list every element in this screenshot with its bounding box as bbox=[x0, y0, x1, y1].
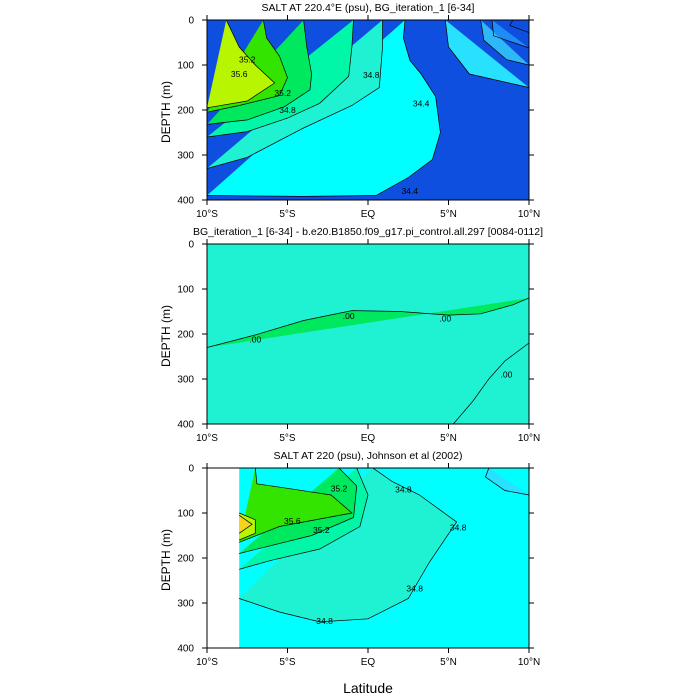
panel-1-contour-line-2 bbox=[480, 20, 529, 66]
panel-3-contour-label-0: 35.2 bbox=[331, 483, 348, 493]
panel-1: SALT AT 220.4°E (psu), BG_iteration_1 [6… bbox=[159, 2, 540, 220]
panel-3-x-tick-label: 5°N bbox=[440, 657, 457, 668]
panel-3-x-tick-label: 10°N bbox=[518, 657, 540, 668]
panel-2-contour-fill-0 bbox=[207, 298, 529, 348]
panel-3-x-tick-label: 10°S bbox=[196, 657, 218, 668]
panel-1-contour-line-0 bbox=[509, 20, 529, 33]
panel-3-y-tick-label: 200 bbox=[177, 554, 194, 565]
panel-2-y-tick-label: 0 bbox=[188, 240, 194, 251]
panel-1-x-tick-label: 10°N bbox=[518, 209, 540, 220]
panel-2-contour-label-3: .00 bbox=[501, 370, 513, 380]
panel-2-contour-fill-1 bbox=[453, 343, 529, 424]
panel-2-contour-label-2: .00 bbox=[439, 313, 451, 323]
panel-1-contour-label-5: 34.4 bbox=[413, 98, 430, 108]
panel-1-contour-fill-0 bbox=[509, 20, 529, 33]
panel-1-contour-line-1 bbox=[491, 20, 529, 49]
panel-2-y-tick-label: 300 bbox=[177, 375, 194, 386]
panel-1-contour-line-3 bbox=[444, 20, 529, 88]
panel-1-x-tick-label: 5°S bbox=[279, 209, 296, 220]
panel-3-contour-fill-5 bbox=[239, 515, 253, 534]
panel-1-contour-line-8 bbox=[207, 20, 288, 113]
panel-2-x-tick-label: 10°N bbox=[518, 433, 540, 444]
panel-1-contour-line-9 bbox=[207, 20, 276, 109]
panel-1-x-tick-label: 10°S bbox=[196, 209, 218, 220]
panel-3-y-axis-label: DEPTH (m) bbox=[159, 529, 173, 591]
panel-3-contour-label-1: 35.6 bbox=[284, 516, 301, 526]
panel-2-plot: .00 .00 .00 .00 10°S 5°S EQ 5°N 10°N 0 100 200 300 40… bbox=[177, 239, 540, 444]
panel-3-contour-line-6 bbox=[485, 468, 529, 496]
panel-1-y-tick-label: 200 bbox=[177, 106, 194, 117]
panel-3-x-tick-label: EQ bbox=[361, 657, 376, 668]
panel-3-contour-line-3 bbox=[239, 468, 353, 543]
panel-1-contour-label-3: 34.8 bbox=[279, 105, 296, 115]
x-axis-label: Latitude bbox=[343, 680, 393, 696]
panel-2-y-tick-label: 200 bbox=[177, 330, 194, 341]
panel-3-plot: 35.2 35.6 35.2 34.8 34.8 34.8 34.8 10°S 5°S EQ 5°N… bbox=[177, 463, 540, 668]
panel-1-contour-fill-1 bbox=[492, 20, 529, 48]
panel-1-contour-label-2: 35.2 bbox=[274, 88, 291, 98]
panel-1-y-tick-label: 400 bbox=[177, 196, 194, 207]
panel-3-y-tick-label: 400 bbox=[177, 644, 194, 655]
panel-1-title: SALT AT 220.4°E (psu), BG_iteration_1 [6… bbox=[262, 2, 475, 14]
panel-2-contour-label-1: .00 bbox=[343, 311, 355, 321]
panel-1-contour-fill-3 bbox=[445, 20, 529, 88]
panel-3-contour-label-6: 34.8 bbox=[316, 616, 333, 626]
panel-1-contour-label-1: 35.6 bbox=[231, 69, 248, 79]
panel-3-contour-label-3: 34.8 bbox=[395, 485, 412, 495]
panel-2-x-tick-label: 5°N bbox=[440, 433, 457, 444]
panel-2: BG_iteration_1 [6-34] - b.e20.B1850.f09_… bbox=[159, 226, 543, 444]
panel-1-contour-label-0: 35.2 bbox=[239, 55, 256, 65]
panel-2-x-tick-label: EQ bbox=[361, 433, 376, 444]
panel-2-contour-line-1 bbox=[453, 342, 529, 424]
panel-3-x-tick-label: 5°S bbox=[279, 657, 296, 668]
panel-1-x-tick-label: 5°N bbox=[440, 209, 457, 220]
panel-1-contour-line-6 bbox=[207, 20, 354, 138]
panel-1-x-tick-label: EQ bbox=[361, 209, 376, 220]
panel-1-contour-line-7 bbox=[207, 20, 312, 125]
panel-1-contour-line-4 bbox=[207, 20, 441, 197]
panel-3-contour-line-0 bbox=[239, 468, 458, 623]
panel-3: SALT AT 220 (psu), Johnson et al (2002) … bbox=[159, 450, 540, 668]
panel-1-contour-label-6: 34.4 bbox=[402, 186, 419, 196]
panel-2-title: BG_iteration_1 [6-34] - b.e20.B1850.f09_… bbox=[193, 226, 543, 238]
panel-1-contour-fill-9 bbox=[207, 20, 275, 108]
panel-1-y-tick-label: 300 bbox=[177, 151, 194, 162]
panel-3-contour-label-2: 35.2 bbox=[313, 525, 330, 535]
panel-3-contour-label-5: 34.8 bbox=[406, 584, 423, 594]
panel-3-contour-line-4 bbox=[239, 512, 256, 541]
panel-3-no-data-mask bbox=[207, 468, 240, 648]
panel-2-y-tick-label: 400 bbox=[177, 420, 194, 431]
panel-1-contour-fill-2 bbox=[480, 20, 529, 65]
panel-3-y-tick-label: 300 bbox=[177, 599, 194, 610]
panel-3-contour-line-1 bbox=[239, 468, 369, 570]
panel-3-contour-line-2 bbox=[239, 468, 358, 554]
panel-3-contour-line-5 bbox=[238, 515, 253, 534]
panel-1-y-axis-label: DEPTH (m) bbox=[159, 81, 173, 143]
panel-3-contour-label-4: 34.8 bbox=[450, 522, 467, 532]
panel-3-y-tick-label: 0 bbox=[188, 464, 194, 475]
panel-3-contour-fill-6 bbox=[485, 468, 529, 495]
panel-3-y-tick-label: 100 bbox=[177, 509, 194, 520]
panel-1-contour-line-5 bbox=[207, 20, 383, 169]
panel-1-y-tick-label: 0 bbox=[188, 16, 194, 27]
panel-1-plot: 35.2 35.6 35.2 34.8 34.8 34.4 34.4 10°S 5°S EQ 5°N… bbox=[177, 15, 540, 220]
panel-2-y-tick-label: 100 bbox=[177, 285, 194, 296]
panel-3-contour-fill-3 bbox=[239, 468, 352, 543]
panel-3-title: SALT AT 220 (psu), Johnson et al (2002) bbox=[274, 450, 463, 462]
panel-2-contour-label-0: .00 bbox=[249, 334, 261, 344]
panel-2-contour-line-0 bbox=[207, 297, 529, 348]
panel-3-contour-fill-0 bbox=[239, 468, 457, 622]
panel-1-y-tick-label: 100 bbox=[177, 61, 194, 72]
panel-2-y-axis-label: DEPTH (m) bbox=[159, 305, 173, 367]
panel-2-x-tick-label: 10°S bbox=[196, 433, 218, 444]
panel-1-contour-label-4: 34.8 bbox=[363, 70, 380, 80]
panel-2-x-tick-label: 5°S bbox=[279, 433, 296, 444]
